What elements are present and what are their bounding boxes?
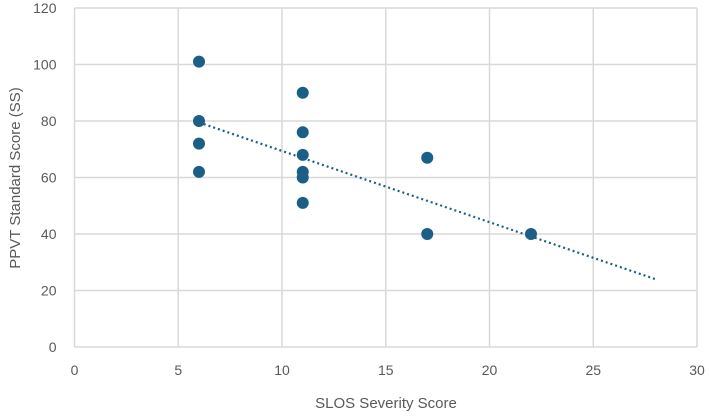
y-tick-label: 80 [41,113,57,129]
y-axis-title: PPVT Standard Score (SS) [7,87,24,268]
y-tick-label: 40 [41,226,57,242]
y-tick-label: 60 [41,170,57,186]
data-point [193,55,205,68]
x-axis-title: SLOS Severity Score [315,395,457,412]
trendline [198,121,656,281]
y-tick-label: 20 [41,283,57,299]
y-tick-label: 100 [33,57,57,73]
y-tick-label: 120 [33,0,57,16]
data-point [193,137,205,150]
y-tick-label: 0 [49,339,57,355]
data-point [296,126,309,139]
x-tick-label: 15 [378,362,394,378]
y-tick-labels: 0 20 40 60 80 100 120 [33,0,57,355]
x-tick-label: 0 [71,362,79,378]
x-tick-label: 5 [174,362,182,378]
data-point [296,171,309,184]
data-point [421,228,434,240]
data-point [193,115,205,127]
data-point [296,148,309,161]
x-tick-label: 10 [274,362,290,378]
x-tick-label: 20 [482,362,498,378]
data-point [296,86,309,99]
data-points [193,55,537,240]
data-point [296,196,309,209]
x-tick-labels: 0 5 10 15 20 25 30 [71,362,705,378]
x-tick-label: 30 [689,362,705,378]
x-tick-label: 25 [585,362,601,378]
data-point [193,165,205,178]
data-point [525,228,537,240]
gridlines [73,7,698,348]
data-point [421,151,434,164]
